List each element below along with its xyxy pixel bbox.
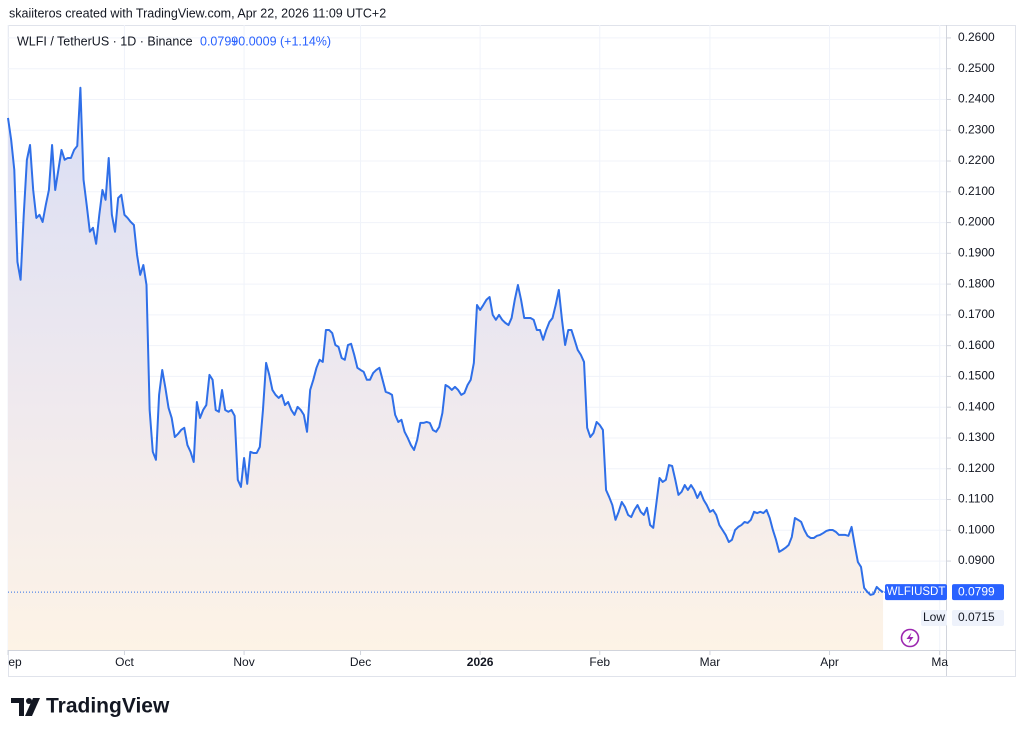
x-tick-label: 2026 xyxy=(467,655,494,669)
area-fill xyxy=(8,87,884,650)
y-tick-label: 0.2500 xyxy=(958,61,995,75)
low-value-label: 0.0715 xyxy=(958,610,995,624)
low-value-tag xyxy=(952,609,1004,626)
alert-icon[interactable] xyxy=(900,628,920,648)
x-tick-label: ep xyxy=(8,655,22,669)
y-tick-label: 0.1500 xyxy=(958,369,995,383)
price-tag-label: 0.0799 xyxy=(958,584,995,598)
symbol-tag-label: WLFIUSDT xyxy=(887,586,946,598)
y-tick-label: 0.2300 xyxy=(958,122,995,136)
x-tick-label: Feb xyxy=(589,655,610,669)
x-tick-label: Apr xyxy=(820,655,839,669)
axis-layer: 0.2600 0.2500 0.2400 0.2300 0.2200 0.2100 0.20… xyxy=(7,30,1004,669)
y-tick-label: 0.2400 xyxy=(958,92,995,106)
symbol-title: WLFI / TetherUS · 1D · Binance xyxy=(17,34,193,48)
y-tick-label: 0.1200 xyxy=(958,461,995,475)
y-tick-label: 0.1400 xyxy=(958,399,995,413)
x-tick-label: Dec xyxy=(350,655,371,669)
y-tick-label: 0.1900 xyxy=(958,246,995,260)
price-line xyxy=(7,86,884,596)
y-tick-label: 0.1800 xyxy=(958,276,995,290)
x-tick-label: Nov xyxy=(233,655,254,669)
y-tick-label: 0.2000 xyxy=(958,215,995,229)
logo-text: TradingView xyxy=(46,695,170,718)
x-tick-label: Oct xyxy=(115,655,134,669)
x-tick-label: Mar xyxy=(700,655,721,669)
y-tick-label: 0.1000 xyxy=(958,522,995,536)
price-tag xyxy=(952,584,1004,601)
y-tick-label: 0.1300 xyxy=(958,430,995,444)
y-tick-label: 0.1100 xyxy=(958,492,994,506)
low-tag xyxy=(921,609,947,626)
created-note: skaiiteros created with TradingView.com,… xyxy=(9,6,386,20)
y-tick-label: 0.2100 xyxy=(958,184,995,198)
plot-layer xyxy=(7,86,946,650)
header-price: 0.0799 xyxy=(200,34,238,48)
y-tick-label: 0.1700 xyxy=(958,307,995,321)
x-tick-label: Ma xyxy=(931,655,948,669)
symbol-tag xyxy=(885,584,947,601)
y-tick-label: 0.2600 xyxy=(958,30,995,44)
low-tag-label: Low xyxy=(923,610,945,624)
y-tick-label: 0.0900 xyxy=(958,553,995,567)
y-tick-label: 0.1600 xyxy=(958,338,995,352)
logo: TradingView xyxy=(11,695,170,718)
header-change: +0.0009 (+1.14%) xyxy=(231,34,331,48)
y-tick-label: 0.2200 xyxy=(958,153,995,167)
